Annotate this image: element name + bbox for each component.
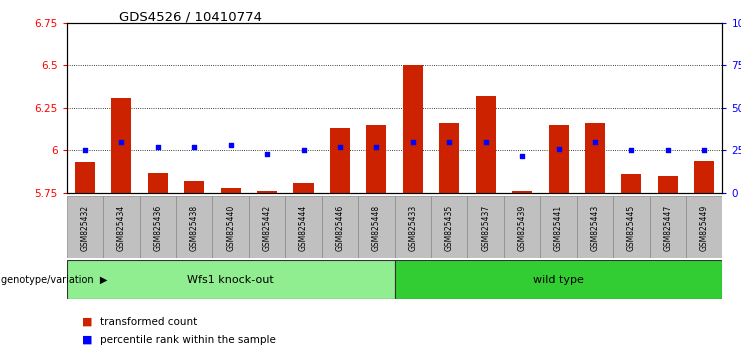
Bar xyxy=(111,98,131,193)
Bar xyxy=(686,196,722,258)
Point xyxy=(698,148,710,153)
Bar xyxy=(213,196,249,258)
Bar xyxy=(293,183,313,193)
Bar xyxy=(75,162,95,193)
Bar xyxy=(585,123,605,193)
Point xyxy=(662,148,674,153)
Point xyxy=(625,148,637,153)
Bar xyxy=(548,125,568,193)
Bar xyxy=(658,176,678,193)
Point xyxy=(553,146,565,152)
Text: GDS4526 / 10410774: GDS4526 / 10410774 xyxy=(119,11,262,24)
Text: wild type: wild type xyxy=(533,275,584,285)
Bar xyxy=(330,129,350,193)
Point xyxy=(261,151,273,157)
Bar xyxy=(403,65,423,193)
Bar xyxy=(504,196,540,258)
Bar xyxy=(431,196,468,258)
Text: GSM825442: GSM825442 xyxy=(262,204,271,251)
Point xyxy=(443,139,455,145)
Text: GSM825438: GSM825438 xyxy=(190,204,199,251)
Text: GSM825449: GSM825449 xyxy=(700,204,708,251)
Text: ■: ■ xyxy=(82,317,92,327)
Text: GSM825447: GSM825447 xyxy=(663,204,672,251)
Bar xyxy=(366,125,386,193)
Text: GSM825436: GSM825436 xyxy=(153,204,162,251)
Text: GSM825437: GSM825437 xyxy=(481,204,490,251)
Bar xyxy=(103,196,139,258)
Bar xyxy=(257,191,277,193)
Point xyxy=(79,148,91,153)
Text: GSM825443: GSM825443 xyxy=(591,204,599,251)
Bar xyxy=(285,196,322,258)
Text: GSM825440: GSM825440 xyxy=(226,204,235,251)
Text: GSM825444: GSM825444 xyxy=(299,204,308,251)
Point xyxy=(589,139,601,145)
Text: genotype/variation  ▶: genotype/variation ▶ xyxy=(1,275,108,285)
Bar xyxy=(139,196,176,258)
Text: GSM825433: GSM825433 xyxy=(408,204,417,251)
Text: GSM825446: GSM825446 xyxy=(336,204,345,251)
Bar xyxy=(221,188,241,193)
Bar xyxy=(540,196,576,258)
Text: percentile rank within the sample: percentile rank within the sample xyxy=(100,335,276,345)
Text: GSM825448: GSM825448 xyxy=(372,204,381,251)
Bar xyxy=(468,196,504,258)
Point xyxy=(188,144,200,150)
Bar xyxy=(576,196,614,258)
Point xyxy=(298,148,310,153)
Text: GSM825434: GSM825434 xyxy=(117,204,126,251)
Point xyxy=(334,144,346,150)
Bar xyxy=(439,123,459,193)
Point xyxy=(516,153,528,158)
Bar xyxy=(512,191,532,193)
Text: ■: ■ xyxy=(82,335,92,345)
Bar xyxy=(322,196,358,258)
Bar xyxy=(650,196,686,258)
Bar xyxy=(249,196,285,258)
Text: transformed count: transformed count xyxy=(100,317,197,327)
Bar xyxy=(176,196,213,258)
Bar xyxy=(185,181,205,193)
Bar xyxy=(694,161,714,193)
Bar xyxy=(67,196,103,258)
Bar xyxy=(614,196,650,258)
Text: GSM825445: GSM825445 xyxy=(627,204,636,251)
Point xyxy=(116,139,127,145)
Text: Wfs1 knock-out: Wfs1 knock-out xyxy=(187,275,274,285)
Bar xyxy=(395,260,722,299)
Bar xyxy=(147,172,167,193)
Text: GSM825435: GSM825435 xyxy=(445,204,453,251)
Text: GSM825439: GSM825439 xyxy=(518,204,527,251)
Bar xyxy=(622,174,642,193)
Point xyxy=(152,144,164,150)
Bar xyxy=(476,96,496,193)
Text: GSM825432: GSM825432 xyxy=(81,204,90,251)
Point xyxy=(370,144,382,150)
Point xyxy=(479,139,491,145)
Point xyxy=(407,139,419,145)
Text: GSM825441: GSM825441 xyxy=(554,204,563,251)
Bar xyxy=(358,196,395,258)
Point xyxy=(225,143,236,148)
Bar xyxy=(67,260,395,299)
Bar xyxy=(395,196,431,258)
